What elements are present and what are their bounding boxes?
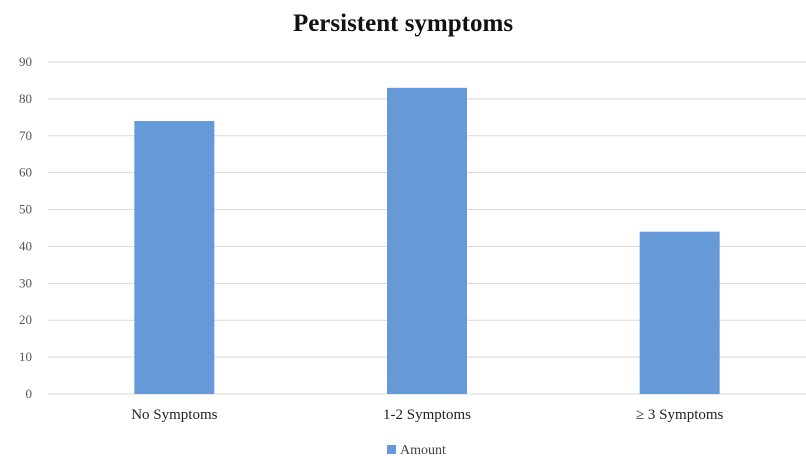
x-axis-categories: No Symptoms 1-2 Symptoms ≥ 3 Symptoms xyxy=(131,407,723,423)
y-tick-label: 60 xyxy=(19,165,32,180)
y-tick-label: 30 xyxy=(19,275,32,290)
y-tick-label: 40 xyxy=(19,238,32,253)
x-category-label: No Symptoms xyxy=(131,407,217,423)
x-category-label: ≥ 3 Symptoms xyxy=(636,407,724,423)
y-tick-label: 20 xyxy=(19,312,32,327)
legend: Amount xyxy=(387,443,446,456)
chart-title: Persistent symptoms xyxy=(292,10,514,37)
y-axis-ticks: 0 10 20 30 40 50 60 70 80 90 xyxy=(19,54,32,401)
legend-label: Amount xyxy=(400,443,446,456)
y-tick-label: 10 xyxy=(19,349,32,364)
x-category-label: 1-2 Symptoms xyxy=(383,407,471,423)
legend-swatch xyxy=(387,445,396,454)
y-tick-label: 50 xyxy=(19,202,32,217)
bar-2 xyxy=(639,231,720,394)
y-tick-label: 70 xyxy=(19,128,32,143)
y-tick-label: 90 xyxy=(19,54,32,69)
y-tick-label: 80 xyxy=(19,91,32,106)
bars xyxy=(134,87,720,395)
y-tick-label: 0 xyxy=(26,386,33,401)
bar-0 xyxy=(134,121,215,395)
bar-1 xyxy=(387,87,467,395)
